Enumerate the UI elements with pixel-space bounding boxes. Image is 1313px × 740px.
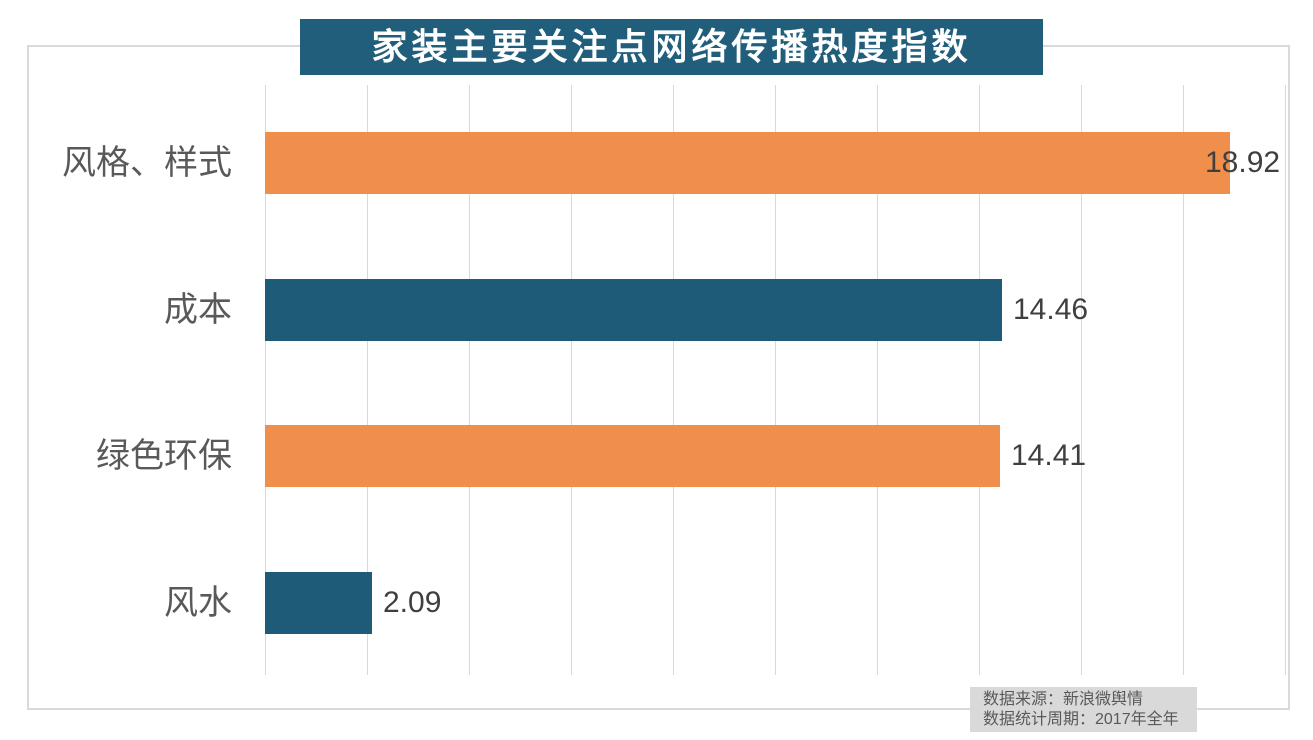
gridline: [877, 85, 878, 675]
chart-title: 家装主要关注点网络传播热度指数: [300, 19, 1043, 75]
value-label: 18.92: [1205, 146, 1281, 179]
bar: [265, 425, 1000, 487]
bar: [265, 132, 1230, 194]
gridline: [265, 85, 266, 675]
value-label: 14.41: [1011, 439, 1087, 472]
category-label: 风格、样式: [62, 144, 232, 182]
category-label: 绿色环保: [96, 437, 232, 475]
gridline: [1183, 85, 1184, 675]
data-source-note: 数据来源：新浪微舆情 数据统计周期：2017年全年: [970, 687, 1197, 732]
gridline: [673, 85, 674, 675]
value-label: 14.46: [1013, 293, 1089, 326]
category-label: 风水: [164, 584, 232, 622]
gridline: [571, 85, 572, 675]
gridline: [367, 85, 368, 675]
bar: [265, 572, 372, 634]
bar: [265, 279, 1002, 341]
gridline: [979, 85, 980, 675]
gridline: [469, 85, 470, 675]
data-source-line: 数据来源：新浪微舆情: [983, 691, 1144, 708]
data-period-line: 数据统计周期：2017年全年: [983, 711, 1179, 728]
gridline: [1081, 85, 1082, 675]
gridline: [1285, 85, 1286, 675]
category-label: 成本: [164, 291, 232, 329]
value-label: 2.09: [383, 586, 442, 619]
gridline: [775, 85, 776, 675]
